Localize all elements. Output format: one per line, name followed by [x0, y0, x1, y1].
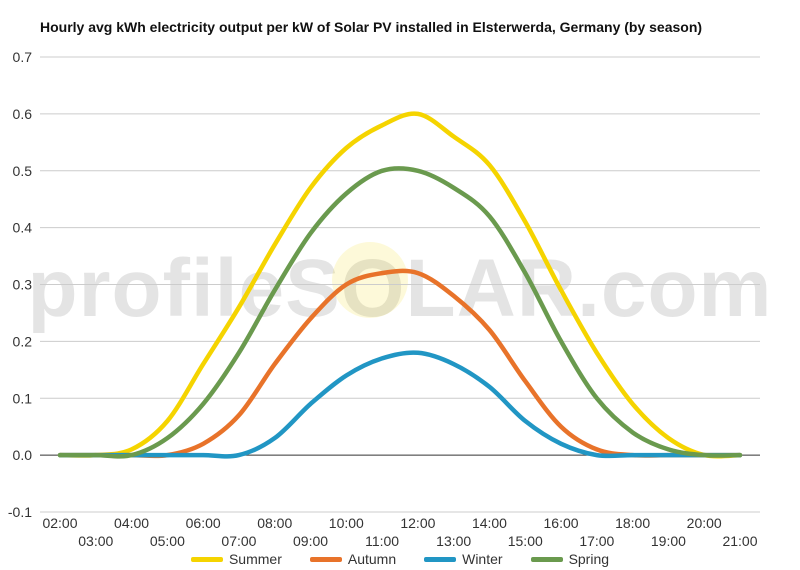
y-tick-label: 0.5: [13, 163, 33, 179]
legend-item-winter[interactable]: Winter: [424, 550, 503, 568]
legend-item-spring[interactable]: Spring: [530, 550, 610, 568]
legend-swatch: [190, 556, 223, 562]
y-axis-ticks: -0.1 0.0 0.1 0.2 0.3 0.4 0.5 0.6 0.7: [8, 49, 32, 520]
legend-swatch: [309, 556, 342, 562]
series-line-spring: [57, 166, 743, 459]
x-tick-label: 10:00: [329, 515, 364, 531]
y-tick-label: 0.1: [13, 390, 33, 406]
x-tick-label: 05:00: [150, 533, 185, 549]
x-tick-label: 18:00: [615, 515, 650, 531]
x-axis-ticks: 02:0003:0004:0005:0006:0007:0008:0009:00…: [42, 515, 757, 549]
x-tick-label: 07:00: [221, 533, 256, 549]
x-tick-label: 16:00: [544, 515, 579, 531]
x-tick-label: 04:00: [114, 515, 149, 531]
y-tick-label: 0.3: [13, 277, 33, 293]
legend-label: Summer: [228, 551, 282, 567]
chart-title: Hourly avg kWh electricity output per kW…: [40, 19, 703, 35]
x-tick-label: 09:00: [293, 533, 328, 549]
x-tick-label: 17:00: [579, 533, 614, 549]
legend-item-summer[interactable]: Summer: [190, 550, 282, 568]
x-tick-label: 12:00: [400, 515, 435, 531]
legend-swatch: [424, 556, 457, 562]
legend-label: Autumn: [347, 551, 397, 567]
x-tick-label: 03:00: [78, 533, 113, 549]
series-lines: [57, 111, 743, 459]
legend-label: Winter: [462, 551, 503, 567]
x-tick-label: 02:00: [42, 515, 77, 531]
x-tick-label: 15:00: [508, 533, 543, 549]
x-tick-label: 06:00: [186, 515, 221, 531]
x-tick-label: 20:00: [687, 515, 722, 531]
x-tick-label: 14:00: [472, 515, 507, 531]
x-tick-label: 11:00: [365, 533, 399, 549]
y-tick-label: 0.6: [13, 106, 33, 122]
x-tick-label: 13:00: [436, 533, 471, 549]
series-line-winter: [57, 350, 743, 459]
x-tick-label: 19:00: [651, 533, 686, 549]
legend: Summer Autumn Winter Spring: [0, 550, 800, 568]
sun-logo-circle: [332, 242, 408, 318]
line-chart: -0.10.00.10.20.30.40.50.60.7 02:0003:000…: [8, 49, 760, 549]
y-tick-label: 0.4: [13, 220, 33, 236]
legend-label: Spring: [568, 551, 610, 567]
x-tick-label: 08:00: [257, 515, 292, 531]
y-tick-label: -0.1: [8, 504, 32, 520]
legend-item-autumn[interactable]: Autumn: [309, 550, 397, 568]
legend-swatch: [530, 556, 563, 562]
y-tick-label: 0.0: [13, 447, 33, 463]
y-tick-label: 0.7: [13, 49, 33, 65]
grid-lines: [40, 56, 760, 513]
x-tick-label: 21:00: [722, 533, 757, 549]
series-line-summer: [57, 111, 743, 459]
y-tick-label: 0.2: [13, 333, 33, 349]
